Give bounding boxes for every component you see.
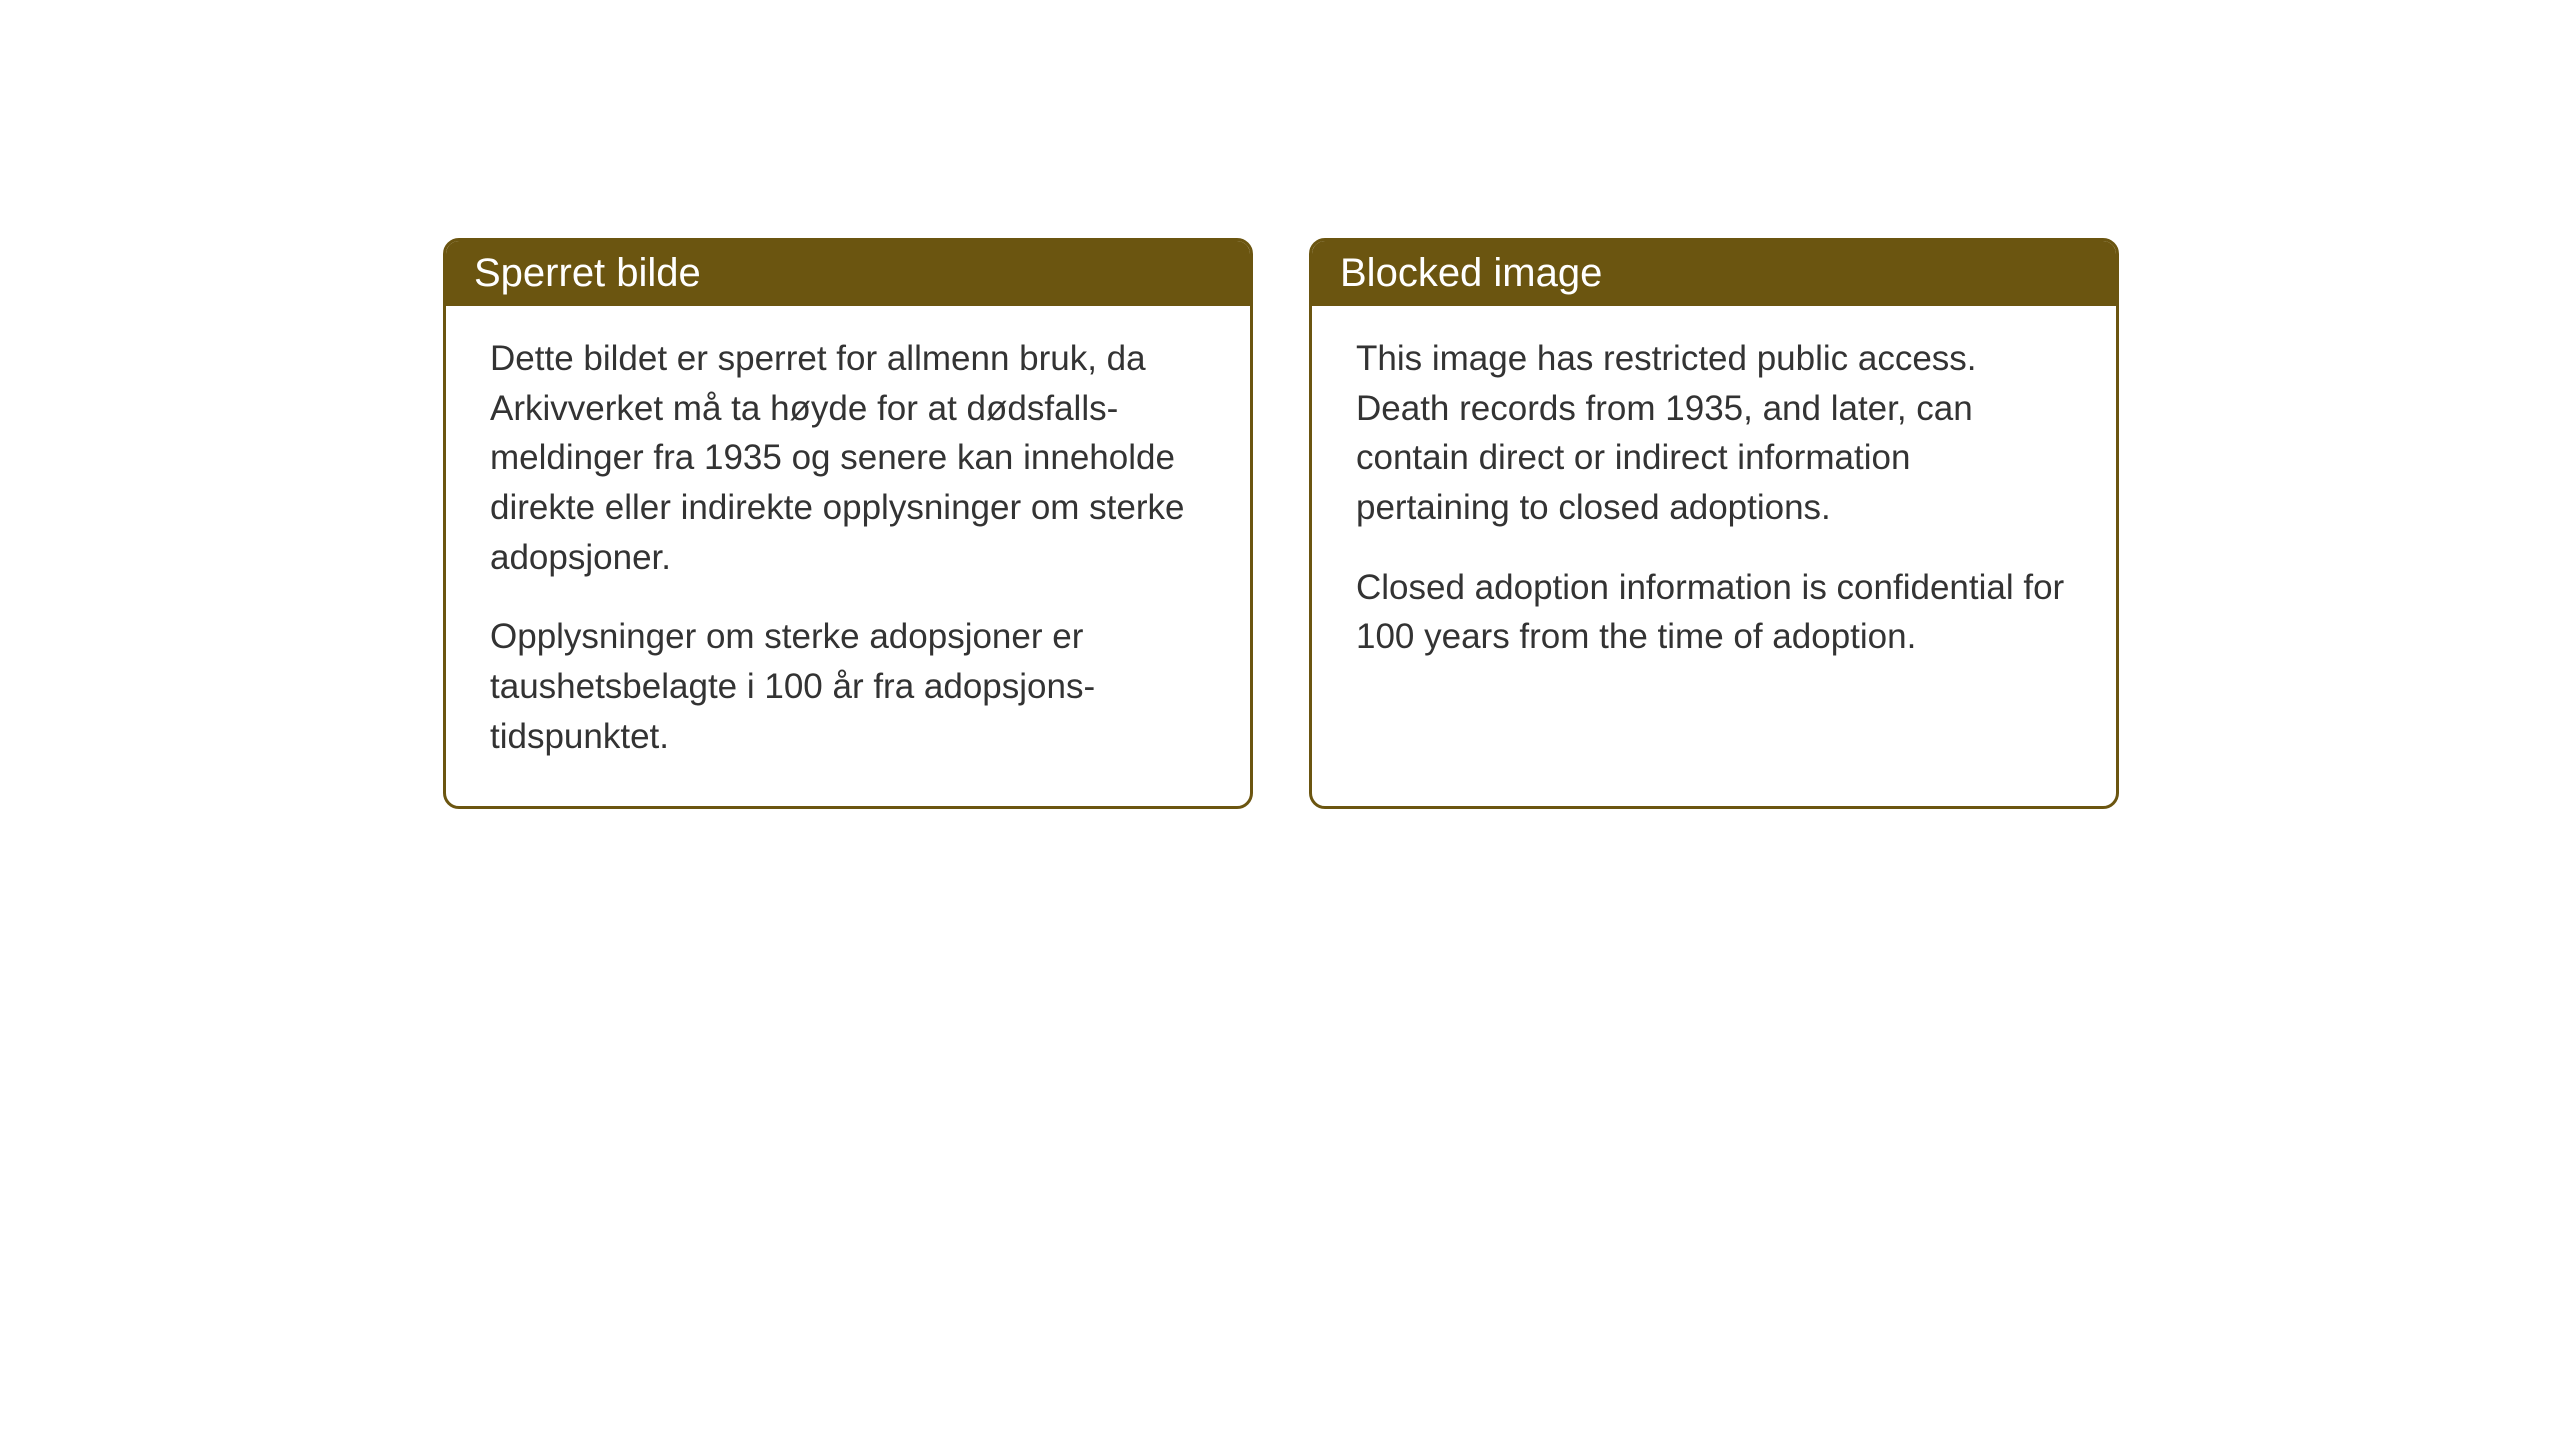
card-header-english: Blocked image [1312,241,2116,306]
cards-container: Sperret bilde Dette bildet er sperret fo… [443,238,2119,809]
card-body-norwegian: Dette bildet er sperret for allmenn bruk… [446,306,1250,806]
card-header-norwegian: Sperret bilde [446,241,1250,306]
card-paragraph-english-1: This image has restricted public access.… [1356,334,2072,533]
notice-card-english: Blocked image This image has restricted … [1309,238,2119,809]
notice-card-norwegian: Sperret bilde Dette bildet er sperret fo… [443,238,1253,809]
card-title-english: Blocked image [1340,251,1602,295]
card-paragraph-norwegian-1: Dette bildet er sperret for allmenn bruk… [490,334,1206,582]
card-paragraph-english-2: Closed adoption information is confident… [1356,563,2072,662]
card-paragraph-norwegian-2: Opplysninger om sterke adopsjoner er tau… [490,612,1206,761]
card-title-norwegian: Sperret bilde [474,251,701,295]
card-body-english: This image has restricted public access.… [1312,306,2116,706]
